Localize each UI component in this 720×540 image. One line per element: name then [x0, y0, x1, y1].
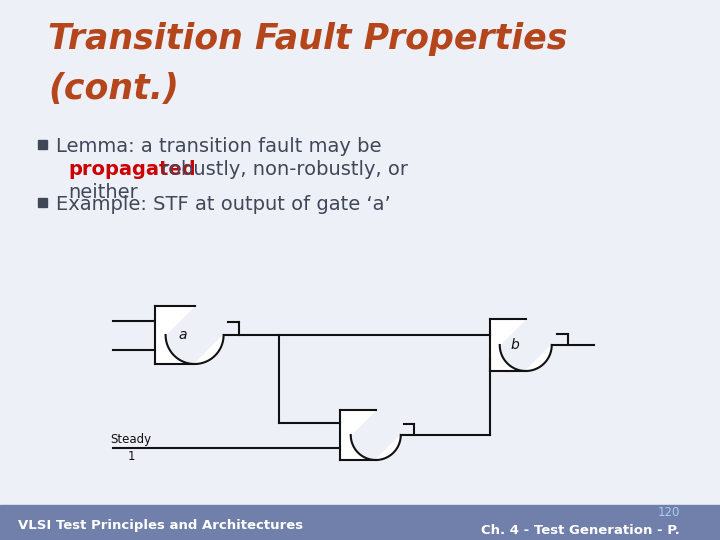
Text: VLSI Test Principles and Architectures: VLSI Test Principles and Architectures — [18, 518, 303, 531]
Bar — [38, 140, 47, 149]
Text: Steady: Steady — [110, 433, 152, 446]
Polygon shape — [340, 410, 401, 460]
Text: Ch. 4 - Test Generation - P.: Ch. 4 - Test Generation - P. — [481, 524, 680, 537]
Text: neither: neither — [68, 183, 138, 202]
Text: Example: STF at output of gate ‘a’: Example: STF at output of gate ‘a’ — [56, 195, 391, 214]
Text: propagated: propagated — [68, 160, 196, 179]
Bar — [0, 505, 720, 540]
Text: Transition Fault Properties: Transition Fault Properties — [48, 22, 567, 56]
Text: 120: 120 — [657, 507, 680, 519]
Text: a: a — [178, 328, 186, 342]
Text: (cont.): (cont.) — [48, 72, 179, 106]
Text: 1: 1 — [127, 449, 135, 462]
Polygon shape — [155, 306, 224, 364]
Bar — [38, 198, 47, 207]
Text: Lemma: a transition fault may be: Lemma: a transition fault may be — [56, 137, 382, 156]
Text: robustly, non-robustly, or: robustly, non-robustly, or — [155, 160, 408, 179]
Text: b: b — [510, 338, 519, 352]
Polygon shape — [490, 319, 552, 371]
